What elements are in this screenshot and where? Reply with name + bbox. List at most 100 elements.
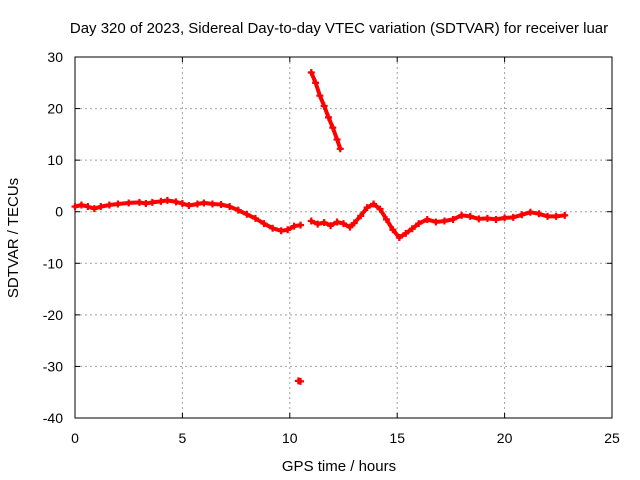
y-tick-label: 20 xyxy=(47,101,63,117)
data-point xyxy=(71,203,79,211)
data-point xyxy=(440,217,448,225)
grid-lines xyxy=(75,57,612,418)
data-point xyxy=(336,145,344,153)
y-tick-label: -20 xyxy=(43,307,63,323)
data-point xyxy=(226,203,234,211)
data-point xyxy=(395,234,403,241)
data-point xyxy=(561,211,569,219)
data-point xyxy=(402,229,410,237)
data-point xyxy=(316,92,324,100)
data-point xyxy=(260,220,268,228)
x-tick-label: 10 xyxy=(282,430,298,446)
data-point xyxy=(363,204,371,212)
data-point xyxy=(243,210,251,218)
data-point xyxy=(312,79,320,87)
data-series xyxy=(71,68,569,385)
data-point xyxy=(307,68,315,76)
data-point xyxy=(475,215,483,223)
x-tick-label: 0 xyxy=(71,430,79,446)
data-point xyxy=(458,211,466,219)
y-tick-label: -40 xyxy=(43,410,63,426)
x-tick-label: 20 xyxy=(497,430,513,446)
plot-frame xyxy=(74,56,613,419)
data-point xyxy=(320,102,328,110)
data-point xyxy=(193,200,201,208)
data-point xyxy=(324,113,332,121)
y-tick-label: 10 xyxy=(47,152,63,168)
data-point xyxy=(297,377,305,385)
data-point xyxy=(333,218,341,226)
data-point xyxy=(125,199,133,207)
data-point xyxy=(297,221,305,229)
data-point xyxy=(389,226,397,234)
data-point xyxy=(509,213,517,221)
y-axis-label: SDTVAR / TECUs xyxy=(5,178,22,298)
data-point xyxy=(97,203,105,211)
data-point xyxy=(544,212,552,220)
data-point xyxy=(277,227,285,235)
axis-ticks: 0 5 10 15 20 25 -40 -30 -20 -10 0 10 20 30 xyxy=(43,49,620,446)
data-series-group xyxy=(71,196,305,235)
data-point xyxy=(526,208,534,216)
data-point xyxy=(200,199,208,207)
data-point xyxy=(327,222,335,230)
data-point xyxy=(357,212,365,220)
data-point xyxy=(90,205,98,213)
y-tick-label: 0 xyxy=(55,204,63,220)
data-point xyxy=(552,212,560,220)
data-point xyxy=(208,200,216,208)
data-point xyxy=(376,205,384,213)
data-point xyxy=(320,219,328,227)
data-point xyxy=(449,215,457,223)
data-point xyxy=(163,196,171,204)
x-tick-label: 5 xyxy=(179,430,187,446)
data-point xyxy=(415,220,423,228)
data-point xyxy=(329,124,337,132)
data-point xyxy=(135,198,143,206)
data-point xyxy=(157,197,165,205)
data-series-group xyxy=(294,377,305,385)
data-point xyxy=(84,203,92,211)
data-point xyxy=(466,212,474,220)
x-tick-label: 15 xyxy=(389,430,405,446)
data-point xyxy=(114,200,122,208)
y-tick-label: 30 xyxy=(47,49,63,65)
data-point xyxy=(105,201,113,209)
data-point xyxy=(314,220,322,228)
data-point xyxy=(333,136,341,144)
data-point xyxy=(77,201,85,209)
data-point xyxy=(148,198,156,206)
data-point xyxy=(217,200,225,208)
data-point xyxy=(340,220,347,228)
data-point xyxy=(346,223,354,231)
data-series-line xyxy=(309,202,567,240)
x-tick-label: 25 xyxy=(604,430,620,446)
data-point xyxy=(178,199,186,207)
data-point xyxy=(290,222,298,230)
data-point xyxy=(518,211,526,219)
data-point xyxy=(483,214,491,222)
chart-title: Day 320 of 2023, Sidereal Day-to-day VTE… xyxy=(70,20,608,37)
data-series-group xyxy=(307,68,344,153)
data-point xyxy=(284,226,292,234)
data-point xyxy=(501,214,509,222)
y-tick-label: -30 xyxy=(43,358,63,374)
data-point xyxy=(492,215,500,223)
data-point xyxy=(251,214,259,222)
data-point xyxy=(423,215,431,223)
x-axis-label: GPS time / hours xyxy=(282,458,396,475)
data-point xyxy=(185,202,193,210)
data-point xyxy=(234,206,242,214)
data-point xyxy=(535,210,543,218)
y-tick-label: -10 xyxy=(43,255,63,271)
data-point xyxy=(408,225,416,233)
data-point xyxy=(172,198,180,206)
data-point xyxy=(307,217,315,225)
data-point xyxy=(142,199,150,207)
data-point xyxy=(382,215,390,223)
data-series-group xyxy=(307,200,569,241)
data-point xyxy=(350,219,358,227)
data-point xyxy=(432,218,440,226)
data-point xyxy=(370,200,378,208)
